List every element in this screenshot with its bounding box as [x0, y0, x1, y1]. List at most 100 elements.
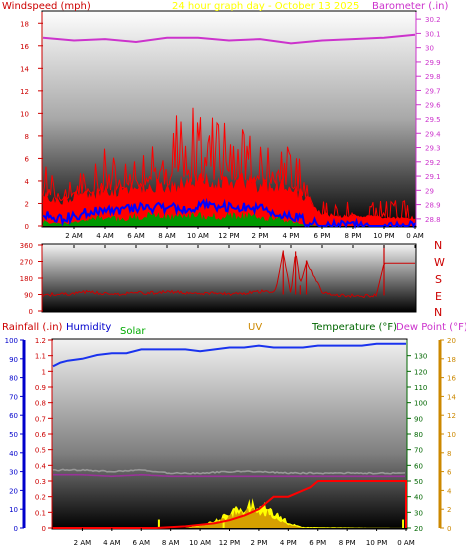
dir-label-e: E: [435, 290, 442, 303]
humidity-tick-label: 30: [9, 469, 18, 477]
barometer-tick-label: 29.1: [425, 173, 441, 181]
solar-legend: Solar: [120, 326, 146, 337]
humidity-tick-label: 0: [14, 525, 18, 533]
uv-fill: [53, 507, 406, 528]
bottom-panel-bg: [51, 338, 408, 530]
barometer-tick-label: 28.8: [425, 216, 441, 224]
temperature-tick-label: 120: [414, 368, 427, 376]
rainfall-tick-label: 1: [42, 368, 46, 376]
dir-label-w: W: [434, 256, 445, 269]
x-tick-label: 8 AM: [158, 232, 176, 240]
bottom-x-tick-label: 2 AM: [74, 539, 92, 547]
direction-panel-bg: [41, 243, 417, 313]
x-tick-label: 8 PM: [345, 232, 362, 240]
uv-tick-label: 20: [447, 337, 456, 345]
uv-tick-label: 10: [447, 431, 456, 439]
rainfall-tick-label: 1.2: [35, 337, 46, 345]
wind-axis-title: Windspeed (mph): [2, 1, 91, 12]
barometer-tick-label: 29.8: [425, 73, 441, 81]
bottom-x-tick-label: 4 AM: [103, 539, 121, 547]
uv-tick-label: 0: [447, 525, 451, 533]
humidity-tick-label: 20: [9, 487, 18, 495]
barometer-tick-label: 29.6: [425, 102, 441, 110]
barometer-axis-title: Barometer (.in): [372, 1, 448, 12]
barometer-tick-label: 29.2: [425, 159, 441, 167]
x-tick-label: 4 PM: [283, 232, 300, 240]
rainfall-tick-label: 0.4: [35, 462, 47, 470]
direction-tick-label: 0: [29, 308, 33, 316]
temperature-tick-label: 50: [414, 478, 423, 486]
humidity-tick-label: 80: [9, 375, 18, 383]
barometer-line: [42, 33, 416, 45]
rainfall-tick-label: 0.7: [35, 415, 46, 423]
x-tick-label: 2 PM: [252, 232, 269, 240]
wind-tick-label: 14: [20, 65, 29, 73]
dir-label-n-top: N: [434, 239, 442, 252]
wind-tick-label: 12: [20, 88, 29, 96]
barometer-tick-label: 29.5: [425, 116, 441, 124]
bottom-x-tick-label: 8 AM: [162, 539, 180, 547]
wind-average-line: [42, 197, 416, 230]
rainfall-tick-label: 0.6: [35, 431, 47, 439]
temperature-tick-label: 70: [414, 447, 423, 455]
rainfall-tick-label: 0.3: [35, 478, 46, 486]
barometer-tick-label: 29.3: [425, 145, 441, 153]
humidity-tick-label: 70: [9, 393, 18, 401]
barometer-tick-label: 30: [425, 45, 434, 53]
wind-tick-label: 6: [25, 155, 30, 163]
wind-speed-fill: [43, 172, 415, 226]
graph-title: 24 hour graph day - October 13 2025: [172, 1, 359, 12]
wind-minimum-fill: [43, 211, 415, 226]
temperature-tick-label: 60: [414, 462, 423, 470]
rainfall-tick-label: 0.5: [35, 447, 46, 455]
rainfall-axis-title: Rainfall (.in): [2, 322, 63, 333]
wind-tick-label: 4: [25, 178, 30, 186]
uv-tick-label: 4: [447, 487, 452, 495]
rainfall-tick-label: 1.1: [35, 353, 46, 361]
x-tick-label: 0 AM: [406, 232, 424, 240]
humidity-tick-label: 90: [9, 356, 18, 364]
bottom-x-tick-label: 0 AM: [397, 539, 415, 547]
barometer-tick-label: 29.7: [425, 87, 441, 95]
wind-tick-label: 10: [20, 110, 29, 118]
rainfall-tick-label: 0: [42, 525, 46, 533]
dir-label-n-bottom: N: [434, 306, 442, 319]
x-tick-label: 2 AM: [65, 232, 83, 240]
bottom-x-tick-label: 6 AM: [132, 539, 150, 547]
barometer-tick-label: 30.1: [425, 30, 441, 38]
temperature-axis-title: Temperature (°F): [311, 322, 397, 333]
bottom-x-tick-label: 6 PM: [309, 539, 326, 547]
x-tick-label: 12 PM: [218, 232, 239, 240]
temperature-tick-label: 130: [414, 353, 427, 361]
wind-tick-label: 2: [25, 200, 29, 208]
temperature-tick-label: 90: [414, 415, 423, 423]
wind-direction-line: [42, 251, 415, 299]
temperature-tick-label: 110: [414, 384, 427, 392]
temperature-tick-label: 80: [414, 431, 423, 439]
uv-tick-label: 12: [447, 412, 456, 420]
dewpoint-axis-title: Dew Point (°F): [396, 322, 466, 333]
direction-tick-label: 270: [20, 259, 33, 267]
x-tick-label: 10 PM: [373, 232, 394, 240]
x-tick-label: 4 AM: [96, 232, 114, 240]
rainfall-tick-label: 0.1: [35, 509, 46, 517]
bottom-x-tick-label: 2 PM: [250, 539, 267, 547]
uv-tick-label: 8: [447, 450, 451, 458]
uv-tick-label: 18: [447, 356, 456, 364]
temperature-line: [53, 468, 406, 475]
uv-tick-label: 16: [447, 375, 456, 383]
temperature-tick-label: 30: [414, 509, 423, 517]
humidity-tick-label: 100: [5, 337, 18, 345]
humidity-tick-label: 60: [9, 412, 18, 420]
bottom-x-tick-label: 12 PM: [219, 539, 240, 547]
humidity-axis-title: Humidity: [66, 322, 111, 333]
temperature-tick-label: 20: [414, 525, 423, 533]
wind-tick-label: 8: [25, 133, 29, 141]
rainfall-tick-label: 0.8: [35, 400, 46, 408]
bottom-x-tick-label: 10 PM: [366, 539, 387, 547]
bottom-x-tick-label: 8 PM: [339, 539, 356, 547]
bottom-x-tick-label: 4 PM: [280, 539, 297, 547]
uv-legend: UV: [248, 322, 262, 333]
humidity-tick-label: 50: [9, 431, 18, 439]
uv-tick-label: 14: [447, 393, 456, 401]
